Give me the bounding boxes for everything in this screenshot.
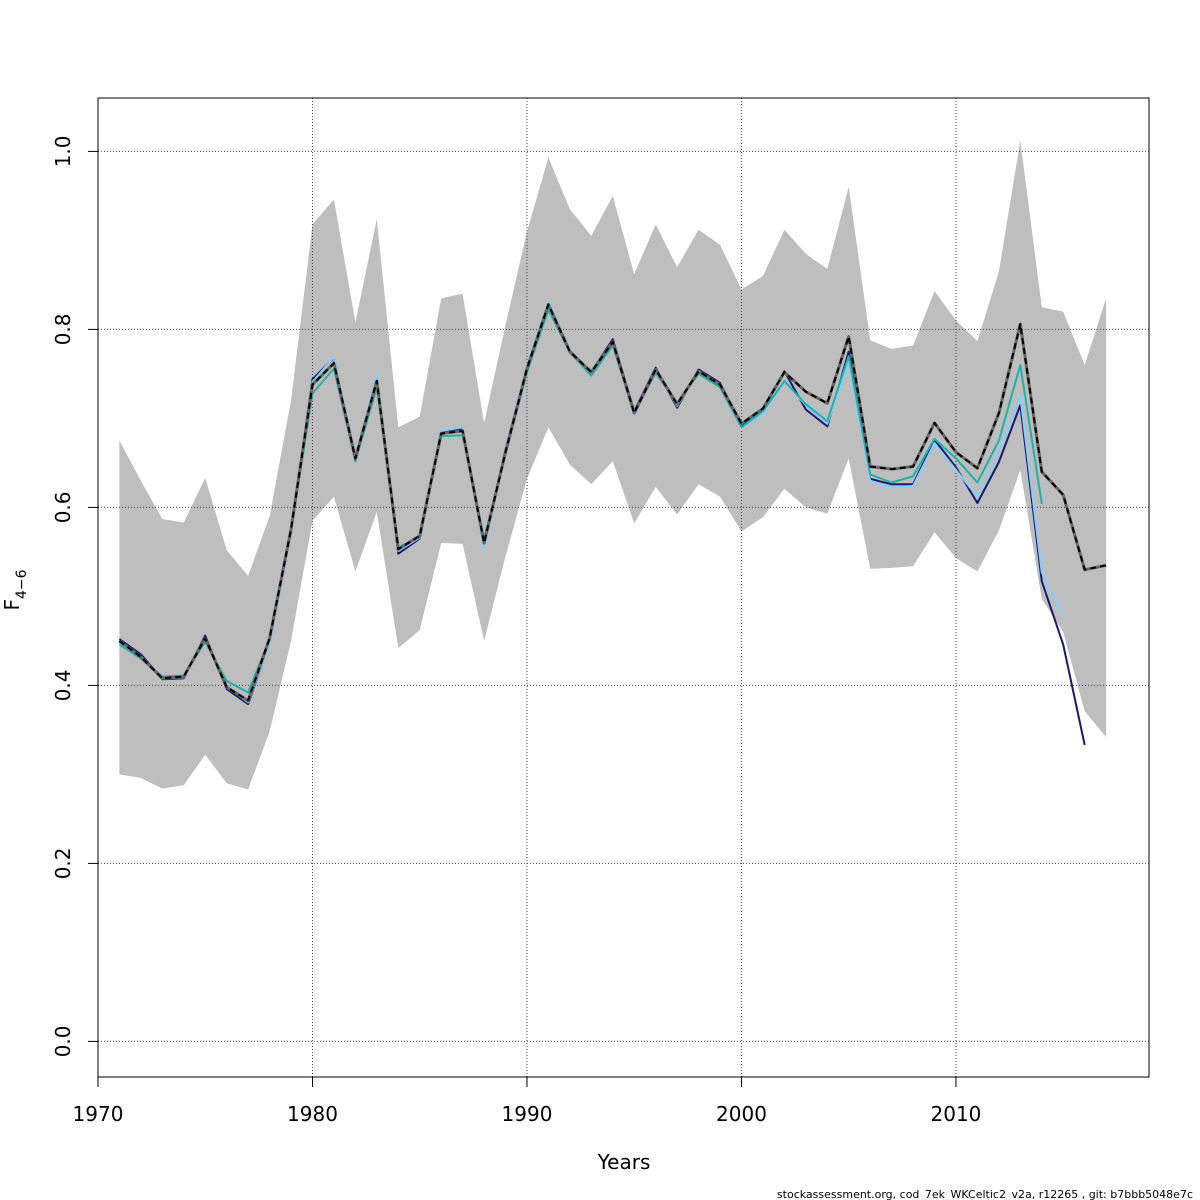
x-axis-label: Years bbox=[597, 1150, 651, 1174]
y-tick-label: 0.4 bbox=[51, 669, 75, 701]
y-axis-label: F4−6 bbox=[0, 569, 30, 610]
axis-layer: 1970 1980 1990 2000 2010 0.0 0.2 0.4 0.6 0.8 1.0 bbox=[51, 135, 981, 1126]
svg-text:F4−6: F4−6 bbox=[0, 569, 30, 610]
y-tick-label: 0.2 bbox=[51, 847, 75, 879]
x-tick-label: 2010 bbox=[931, 1102, 982, 1126]
confidence-band-layer bbox=[119, 140, 1107, 790]
x-tick-label: 1990 bbox=[502, 1102, 553, 1126]
x-tick-label: 1970 bbox=[73, 1102, 124, 1126]
series-line-0 bbox=[118, 303, 1107, 702]
x-tick-label: 1980 bbox=[287, 1102, 338, 1126]
y-tick-label: 0.0 bbox=[51, 1025, 75, 1057]
y-tick-label: 1.0 bbox=[51, 135, 75, 167]
y-axis-label-main: F bbox=[0, 599, 24, 611]
series-layer bbox=[118, 299, 1107, 746]
y-tick-label: 0.6 bbox=[51, 491, 75, 523]
x-tick-label: 2000 bbox=[716, 1102, 767, 1126]
footer-caption: stockassessment.org, cod_7ek_WKCeltic2_v… bbox=[777, 1188, 1193, 1200]
y-tick-label: 0.8 bbox=[51, 313, 75, 345]
confidence-band bbox=[119, 140, 1107, 790]
y-axis-label-subscript: 4−6 bbox=[14, 569, 30, 599]
